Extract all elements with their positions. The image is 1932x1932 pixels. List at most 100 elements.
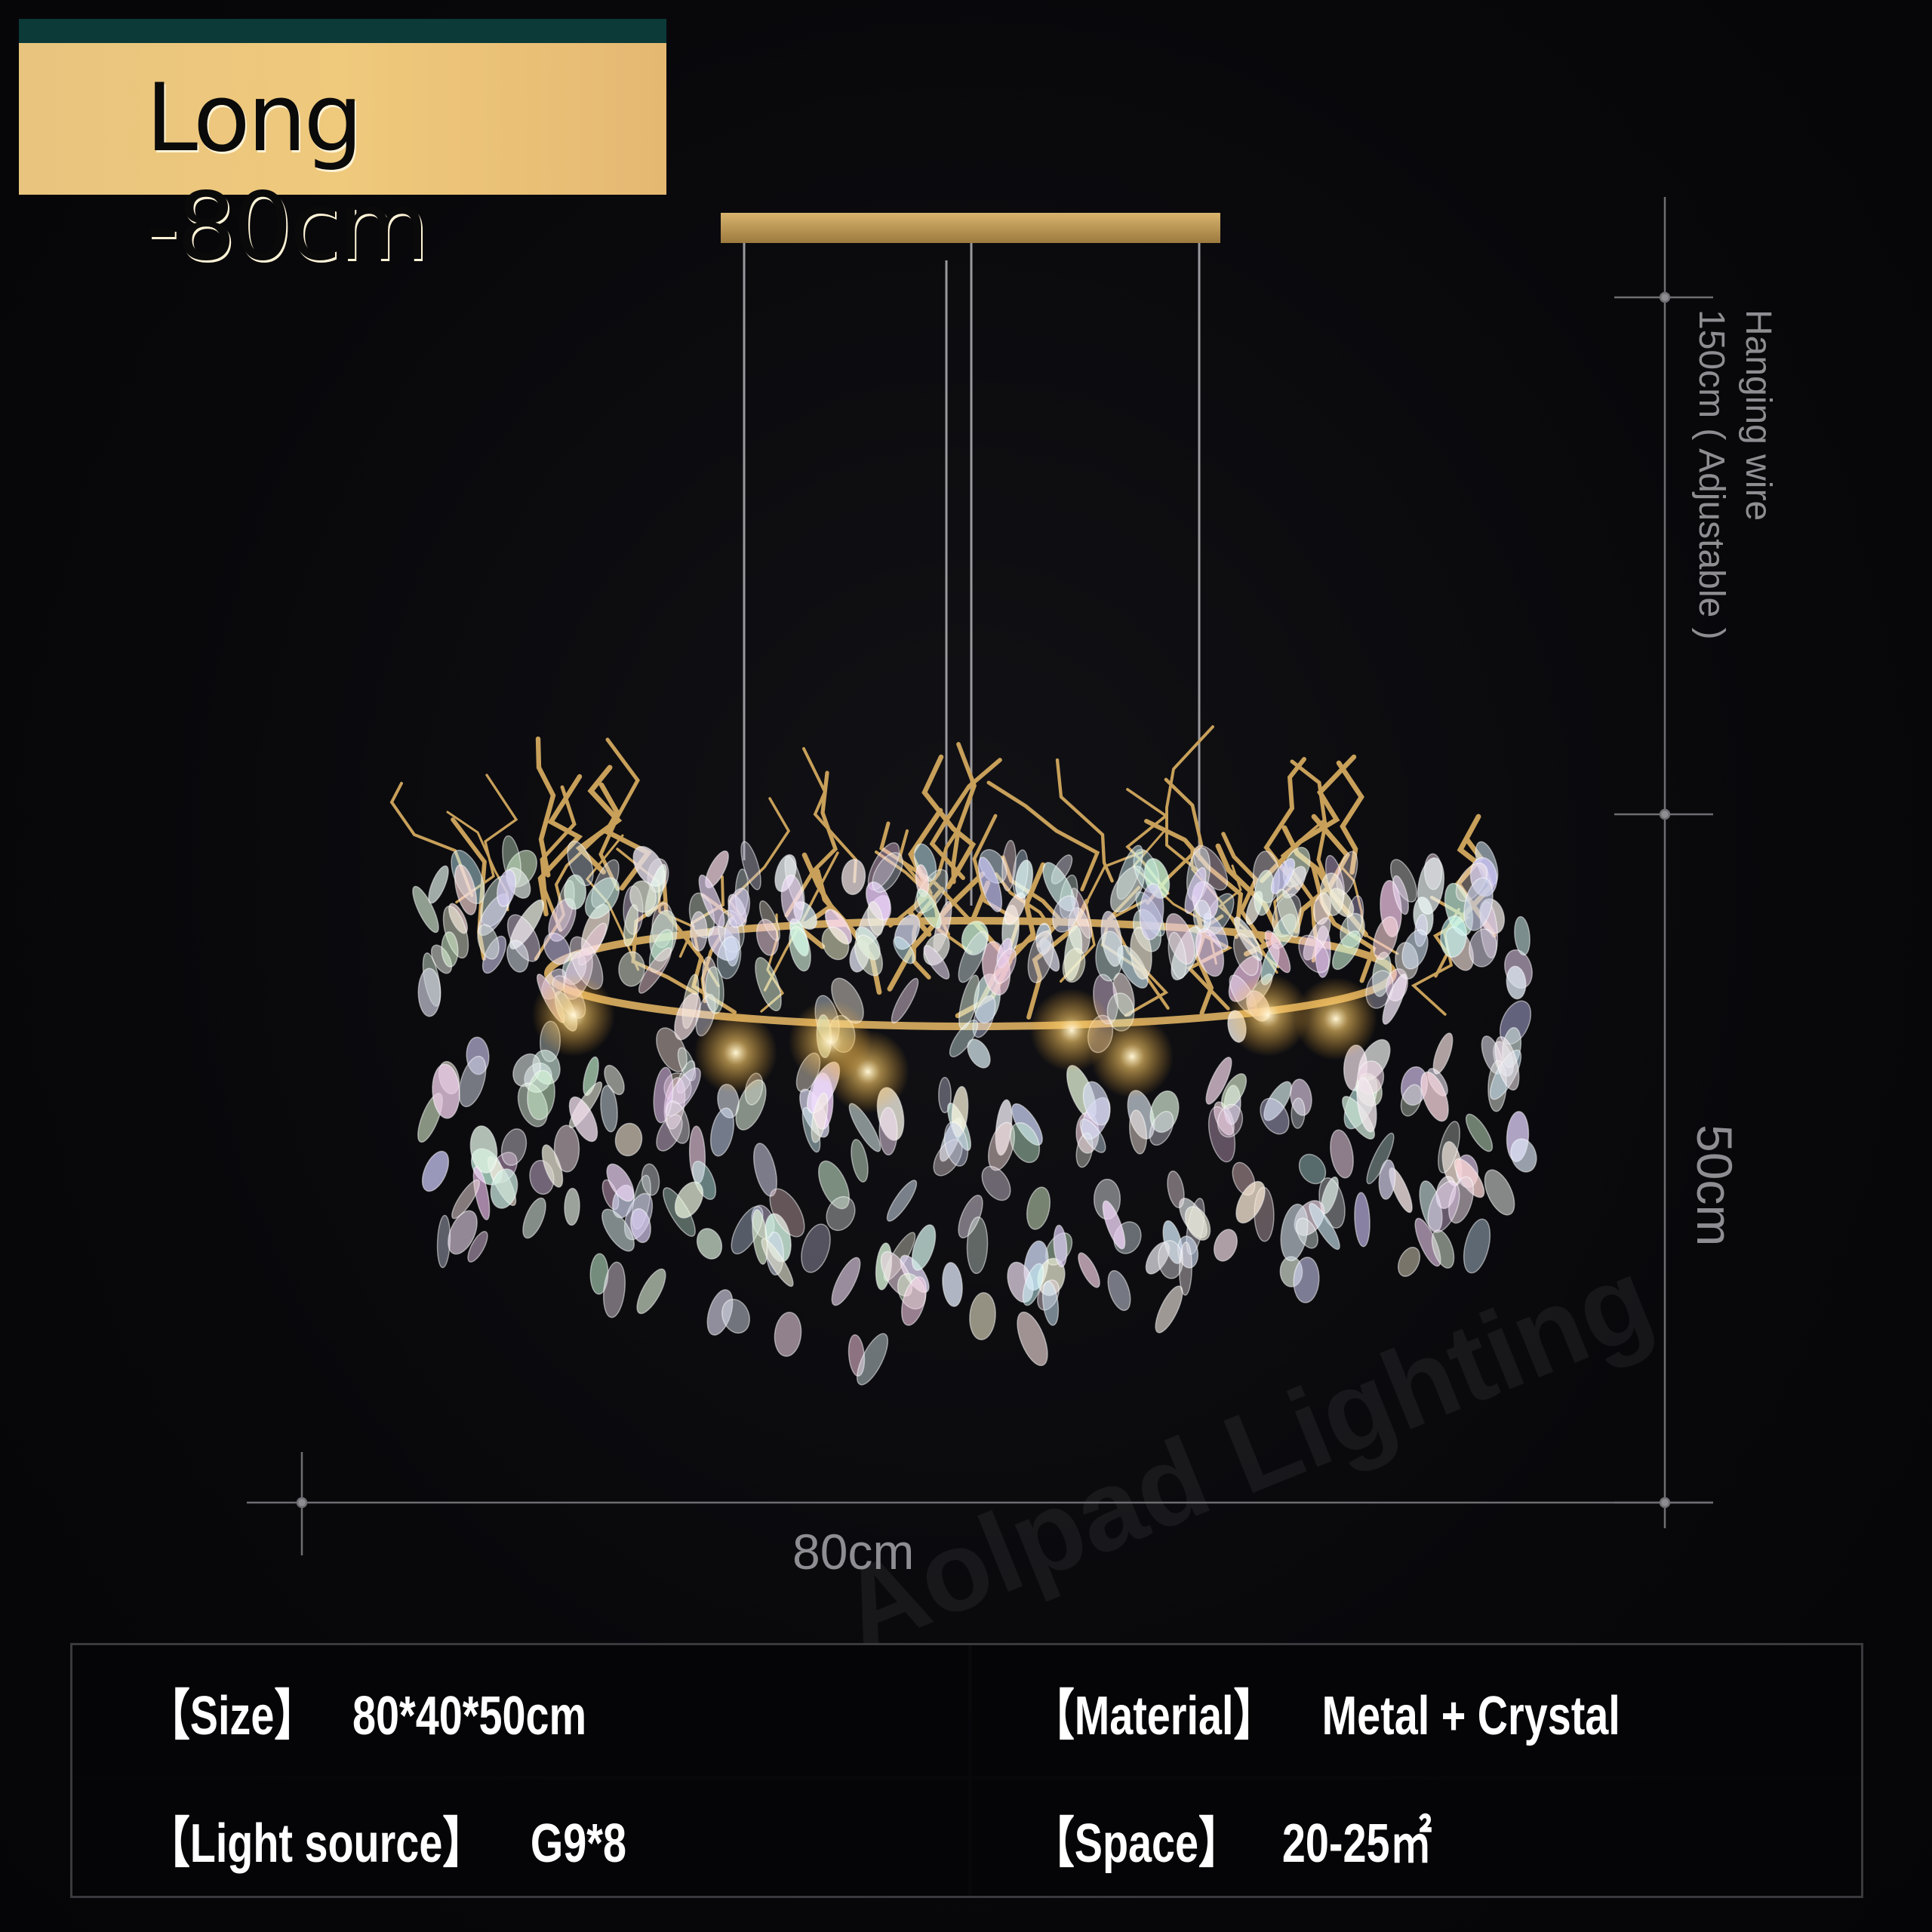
crystal: [1149, 1110, 1174, 1146]
crystal: [1465, 1113, 1494, 1152]
branch: [1290, 759, 1327, 881]
crystal: [1095, 931, 1124, 982]
crystal: [541, 1144, 564, 1188]
crystal: [417, 968, 441, 1017]
spec-material: 【Material】 Metal + Crystal: [972, 1645, 1861, 1776]
crystal: [1440, 915, 1467, 958]
crystal: [690, 911, 708, 952]
crystal: [709, 1107, 735, 1157]
crystal: [901, 1276, 927, 1326]
light-bulbs: [532, 974, 1377, 1113]
crystal: [543, 932, 571, 965]
crystal: [1356, 1077, 1377, 1133]
crystal: [1291, 1097, 1306, 1129]
branch: [1217, 864, 1278, 974]
branch: [1311, 864, 1377, 983]
crystal: [1427, 1180, 1460, 1233]
size-variant-badge: Long -80cm: [19, 43, 666, 281]
spec-value: Metal + Crystal: [1321, 1686, 1620, 1746]
crystal: [428, 865, 449, 904]
branch: [540, 785, 577, 932]
crystal: [630, 1208, 651, 1244]
crystal: [1382, 974, 1407, 1025]
branch: [1144, 819, 1244, 940]
ceiling-plate: [721, 213, 1220, 243]
crystal: [769, 1188, 805, 1238]
crystal: [1184, 1206, 1211, 1241]
crystal: [727, 888, 751, 928]
crystal: [698, 874, 725, 928]
crystal: [1017, 1311, 1048, 1367]
branch: [795, 852, 835, 949]
crystal: [553, 1124, 580, 1173]
crystal: [638, 947, 672, 994]
crystal: [1373, 915, 1398, 961]
crystal: [1192, 900, 1212, 933]
crystal: [584, 877, 620, 919]
crystal: [1041, 1281, 1060, 1326]
branch: [929, 758, 1002, 881]
branch: [986, 780, 1100, 892]
spec-value: 80*40*50cm: [352, 1686, 587, 1746]
crystal: [600, 1084, 618, 1133]
crystal: [432, 1063, 460, 1119]
crystal: [716, 936, 742, 980]
crystal: [1158, 1240, 1183, 1279]
crystal: [1026, 1186, 1051, 1230]
crystal: [1514, 915, 1531, 956]
spec-size: 【Size】 80*40*50cm: [72, 1645, 968, 1776]
crystal: [589, 1253, 609, 1295]
branch: [1001, 855, 1063, 948]
crystal: [774, 1312, 802, 1357]
crystal: [1129, 1109, 1147, 1155]
crystal: [1293, 1257, 1320, 1303]
crystal: [755, 957, 782, 1011]
header-accent-strip: [19, 19, 666, 43]
crystal: [1438, 1121, 1460, 1174]
hanging-wires: [743, 243, 1201, 906]
crystal: [943, 1121, 969, 1167]
bulb-glow: [1294, 977, 1377, 1060]
crystal: [1494, 1035, 1520, 1091]
crystal: [841, 859, 866, 895]
crystal: [1276, 888, 1300, 938]
branch: [598, 737, 640, 891]
crystal: [789, 925, 811, 972]
crystal: [604, 1064, 625, 1096]
crystal: [1100, 910, 1123, 968]
spec-label: 【Space】: [1032, 1813, 1241, 1874]
crystal: [1419, 1180, 1443, 1232]
crystal: [496, 869, 517, 907]
crystal: [1463, 1218, 1491, 1274]
crystal: [966, 1216, 989, 1275]
crystal: [1463, 877, 1494, 931]
crystal: [854, 934, 884, 977]
crystal: [606, 1163, 635, 1202]
crystal: [893, 936, 915, 964]
crystal: [454, 864, 478, 915]
badge-title: Long -80cm: [146, 64, 429, 281]
spec-space: 【Space】 20-25㎡: [972, 1780, 1861, 1896]
crystal: [564, 1187, 580, 1226]
crystal: [1205, 1057, 1232, 1105]
bulb-glow: [1091, 1015, 1174, 1098]
crystal: [490, 1168, 518, 1209]
crystal: [1014, 860, 1034, 899]
crystal: [1469, 928, 1497, 968]
crystal: [618, 951, 645, 987]
crystal: [1217, 1103, 1244, 1138]
crystal: [458, 1055, 487, 1108]
crystal: [674, 992, 701, 1041]
crystal: [961, 921, 989, 955]
crystal: [448, 903, 469, 934]
crystal: [1290, 1078, 1312, 1116]
branch: [575, 764, 623, 875]
crystal: [1447, 1176, 1475, 1224]
crystal: [469, 1125, 498, 1174]
hanging-wire-line2: 150cm ( Adjustable ): [1691, 309, 1731, 640]
crystal: [1400, 1084, 1423, 1117]
bulb-glow: [532, 974, 615, 1057]
crystal: [1167, 1171, 1185, 1208]
crystal: [1331, 930, 1361, 971]
